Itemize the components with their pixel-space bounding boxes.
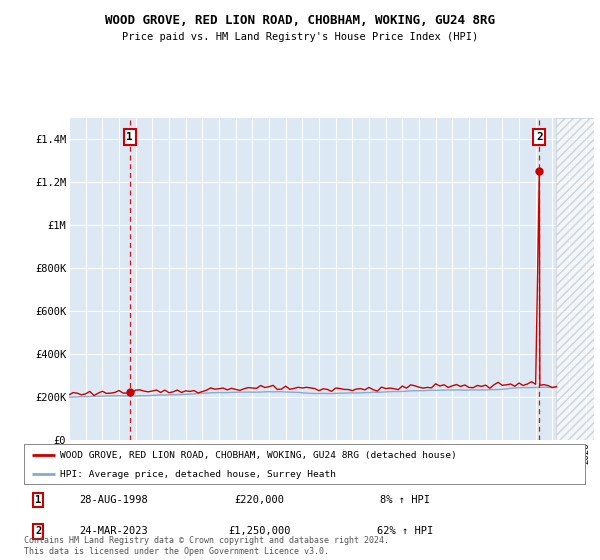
Text: 2: 2 — [35, 526, 41, 536]
Text: Price paid vs. HM Land Registry's House Price Index (HPI): Price paid vs. HM Land Registry's House … — [122, 32, 478, 43]
Text: WOOD GROVE, RED LION ROAD, CHOBHAM, WOKING, GU24 8RG (detached house): WOOD GROVE, RED LION ROAD, CHOBHAM, WOKI… — [61, 451, 457, 460]
Text: 1: 1 — [35, 495, 41, 505]
Text: 8% ↑ HPI: 8% ↑ HPI — [380, 495, 430, 505]
Text: 28-AUG-1998: 28-AUG-1998 — [79, 495, 148, 505]
Text: 24-MAR-2023: 24-MAR-2023 — [79, 526, 148, 536]
Text: HPI: Average price, detached house, Surrey Heath: HPI: Average price, detached house, Surr… — [61, 470, 337, 479]
Text: 2: 2 — [536, 132, 543, 142]
Bar — [556, 118, 594, 440]
Text: WOOD GROVE, RED LION ROAD, CHOBHAM, WOKING, GU24 8RG: WOOD GROVE, RED LION ROAD, CHOBHAM, WOKI… — [105, 14, 495, 27]
Text: Contains HM Land Registry data © Crown copyright and database right 2024.
This d: Contains HM Land Registry data © Crown c… — [24, 536, 389, 556]
Text: £220,000: £220,000 — [235, 495, 284, 505]
Text: 1: 1 — [127, 132, 133, 142]
Text: £1,250,000: £1,250,000 — [229, 526, 291, 536]
Text: 62% ↑ HPI: 62% ↑ HPI — [377, 526, 434, 536]
